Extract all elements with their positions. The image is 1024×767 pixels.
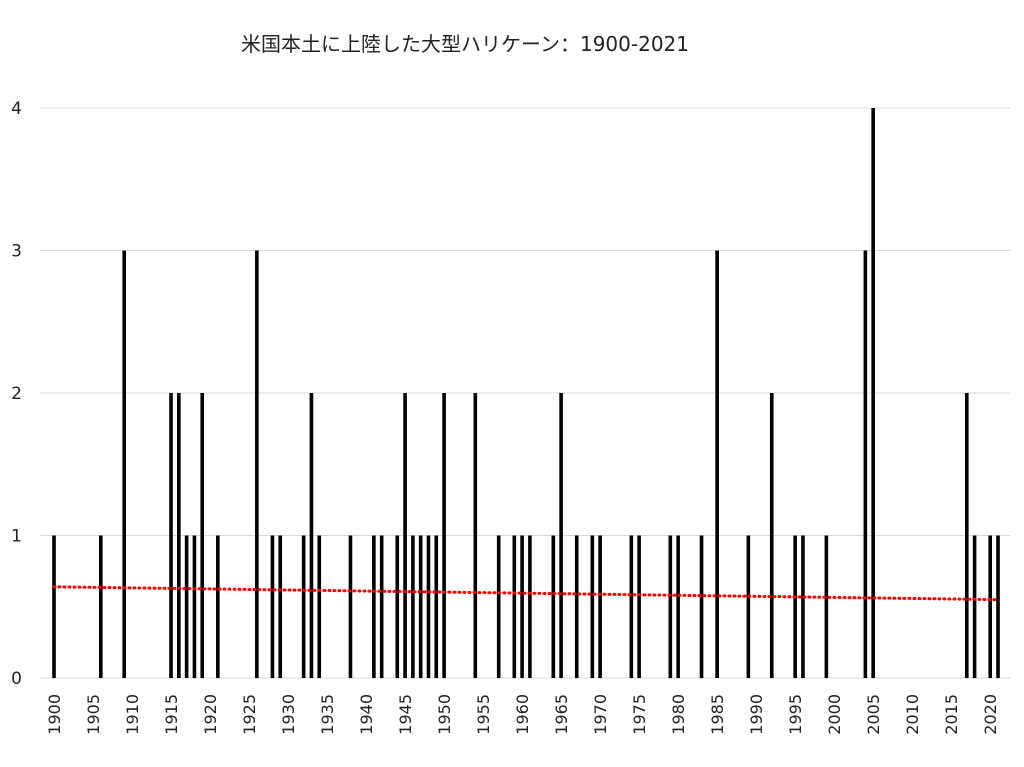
bar	[379, 535, 384, 678]
x-tick-label: 1900	[45, 694, 64, 735]
bar	[964, 393, 969, 678]
bar	[403, 393, 407, 678]
chart-title: 米国本土に上陸した大型ハリケーン：1900-2021	[240, 32, 689, 56]
bar	[972, 535, 977, 678]
x-tick-label: 1965	[552, 694, 571, 735]
x-tick-label: 1940	[357, 694, 376, 735]
x-tick-label: 2015	[942, 694, 961, 735]
bar	[317, 535, 322, 678]
bar	[192, 535, 197, 678]
bar	[769, 393, 774, 678]
bar	[99, 535, 103, 678]
bar	[496, 535, 501, 678]
x-tick-label: 1920	[201, 694, 220, 735]
bar	[122, 250, 127, 678]
x-tick-label: 1985	[708, 694, 727, 735]
x-tick-label: 1930	[279, 694, 298, 735]
x-tick-label: 1935	[318, 694, 337, 735]
x-tick-label: 1970	[591, 694, 610, 735]
y-tick-label: 1	[11, 527, 22, 547]
bar	[177, 393, 181, 678]
x-tick-label: 1950	[435, 694, 454, 735]
bar	[372, 535, 376, 678]
bar	[574, 535, 579, 678]
x-tick-label: 2005	[864, 694, 883, 735]
bar	[395, 535, 400, 678]
x-tick-label: 1980	[669, 694, 688, 735]
bar	[255, 250, 259, 678]
bar	[434, 535, 439, 678]
x-tick-label: 1915	[162, 694, 181, 735]
bar	[699, 535, 704, 678]
bar	[629, 535, 634, 678]
bar	[473, 393, 478, 678]
x-tick-label: 1995	[786, 694, 805, 735]
bar	[988, 535, 992, 678]
bar	[559, 393, 563, 678]
bar	[309, 393, 314, 678]
bar	[637, 535, 641, 678]
y-tick-label: 0	[11, 669, 22, 689]
bar	[863, 250, 868, 678]
x-tick-label: 2020	[981, 694, 1000, 735]
x-tick-label: 1905	[84, 694, 103, 735]
bar	[871, 108, 875, 678]
x-tick-label: 1910	[123, 694, 142, 735]
bar	[590, 535, 595, 678]
x-tick-label: 1990	[747, 694, 766, 735]
bar	[200, 393, 205, 678]
x-tick-label: 1975	[630, 694, 649, 735]
bar	[528, 535, 532, 678]
bar	[301, 535, 306, 678]
bar	[512, 535, 517, 678]
bar	[411, 535, 415, 678]
bar	[746, 535, 751, 678]
bar	[426, 535, 431, 678]
bar	[52, 535, 56, 678]
x-tick-label: 1960	[513, 694, 532, 735]
y-tick-label: 4	[11, 99, 22, 119]
x-tick-label: 1945	[396, 694, 415, 735]
bar	[278, 535, 283, 678]
bar	[715, 250, 719, 678]
x-tick-label: 1955	[474, 694, 493, 735]
trendline	[52, 585, 1000, 602]
bar	[216, 535, 220, 678]
bar	[184, 535, 189, 678]
x-tick-label: 2010	[903, 694, 922, 735]
bar	[824, 535, 829, 678]
bar	[598, 535, 602, 678]
bar	[793, 535, 797, 678]
x-tick-label: 2000	[825, 694, 844, 735]
bar	[996, 535, 1000, 678]
bar	[442, 393, 446, 678]
y-tick-label: 3	[11, 242, 22, 262]
y-tick-label: 2	[11, 384, 22, 404]
bar	[551, 535, 556, 678]
bar	[418, 535, 423, 678]
bar	[668, 535, 673, 678]
bar	[169, 393, 173, 678]
bar	[348, 535, 353, 678]
bar	[270, 535, 275, 678]
bar	[676, 535, 680, 678]
bar	[801, 535, 805, 678]
bar	[520, 535, 524, 678]
x-tick-label: 1925	[240, 694, 259, 735]
